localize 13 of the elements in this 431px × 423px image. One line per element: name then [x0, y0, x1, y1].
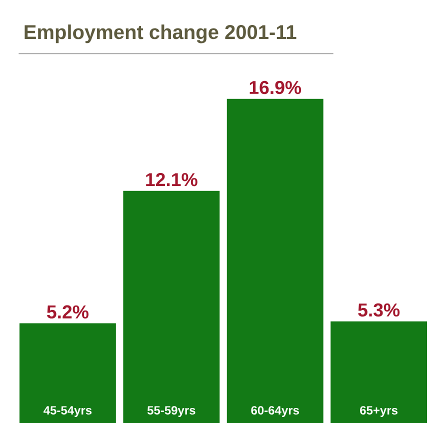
- data-label: 5.2%: [47, 305, 88, 319]
- x-tick-label: 65+yrs: [360, 406, 398, 417]
- bar: [123, 190, 220, 423]
- data-label: 5.3%: [358, 303, 400, 317]
- x-tick-label: 60-64yrs: [251, 406, 299, 417]
- data-label: 12.1%: [146, 172, 198, 186]
- data-label: 16.9%: [250, 80, 302, 94]
- bar: [19, 323, 116, 423]
- x-tick-label: 45-54yrs: [44, 406, 92, 417]
- bar: [226, 98, 324, 423]
- x-tick-label: 55-59yrs: [147, 406, 196, 417]
- bar: [330, 321, 428, 423]
- chart-title: Employment change 2001-11: [24, 24, 296, 44]
